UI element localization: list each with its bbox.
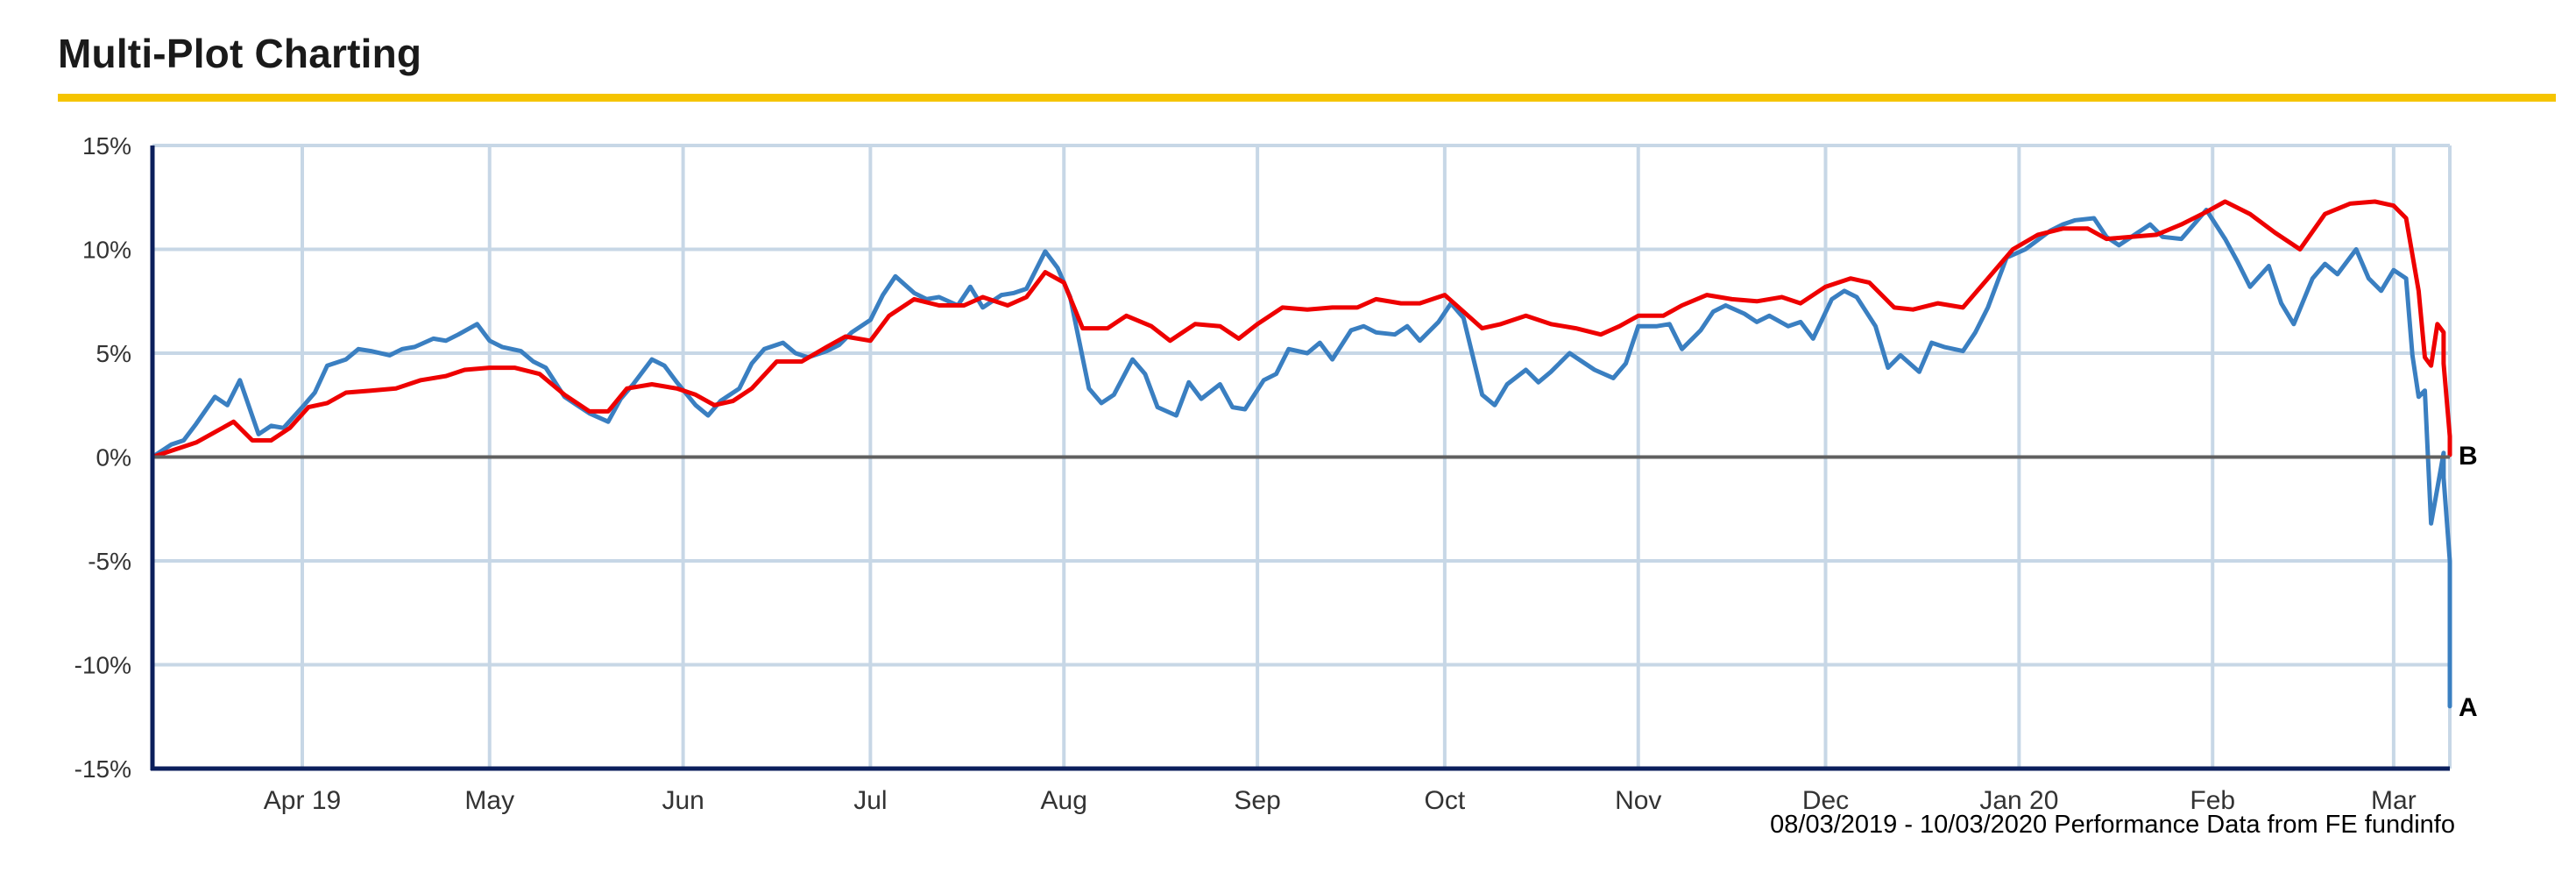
x-tick-label: May (464, 786, 514, 815)
end-labels: AB (2459, 442, 2478, 722)
page-title: Multi-Plot Charting (58, 31, 422, 76)
series-line-a (150, 208, 2452, 709)
x-tick-label: Sep (1234, 786, 1280, 815)
x-tick-label: Jan 20 (1979, 786, 2058, 815)
footer-note: 08/03/2019 - 10/03/2020 Performance Data… (1770, 811, 2455, 839)
x-tick-label: Jul (853, 786, 887, 815)
y-tick-label: -15% (74, 755, 131, 783)
series-lines (150, 199, 2452, 709)
y-tick-label: 0% (96, 444, 131, 471)
x-tick-label: Oct (1425, 786, 1466, 815)
y-axis-ticks: 15% 10% 5% 0% -5% -10% -15% (74, 132, 131, 783)
y-tick-label: -10% (74, 652, 131, 679)
x-tick-label: Feb (2190, 786, 2235, 815)
x-axis-ticks: Apr 19 May Jun Jul Aug Sep Oct Nov Dec Jan 20 Feb M… (264, 786, 2417, 815)
x-tick-label: Nov (1615, 786, 1661, 815)
x-tick-label: Dec (1802, 786, 1849, 815)
y-tick-label: 10% (82, 237, 131, 264)
y-tick-label: 15% (82, 132, 131, 160)
x-tick-label: Apr 19 (264, 786, 341, 815)
series-line-b (150, 199, 2452, 459)
accent-rule (58, 94, 2556, 102)
series-end-label-b: B (2459, 442, 2478, 471)
series-end-label-a: A (2459, 693, 2478, 722)
y-tick-label: 5% (96, 340, 131, 367)
axes (150, 145, 2450, 771)
x-tick-label: Aug (1041, 786, 1087, 815)
x-tick-label: Jun (662, 786, 704, 815)
y-tick-label: -5% (88, 548, 131, 575)
x-tick-label: Mar (2371, 786, 2417, 815)
